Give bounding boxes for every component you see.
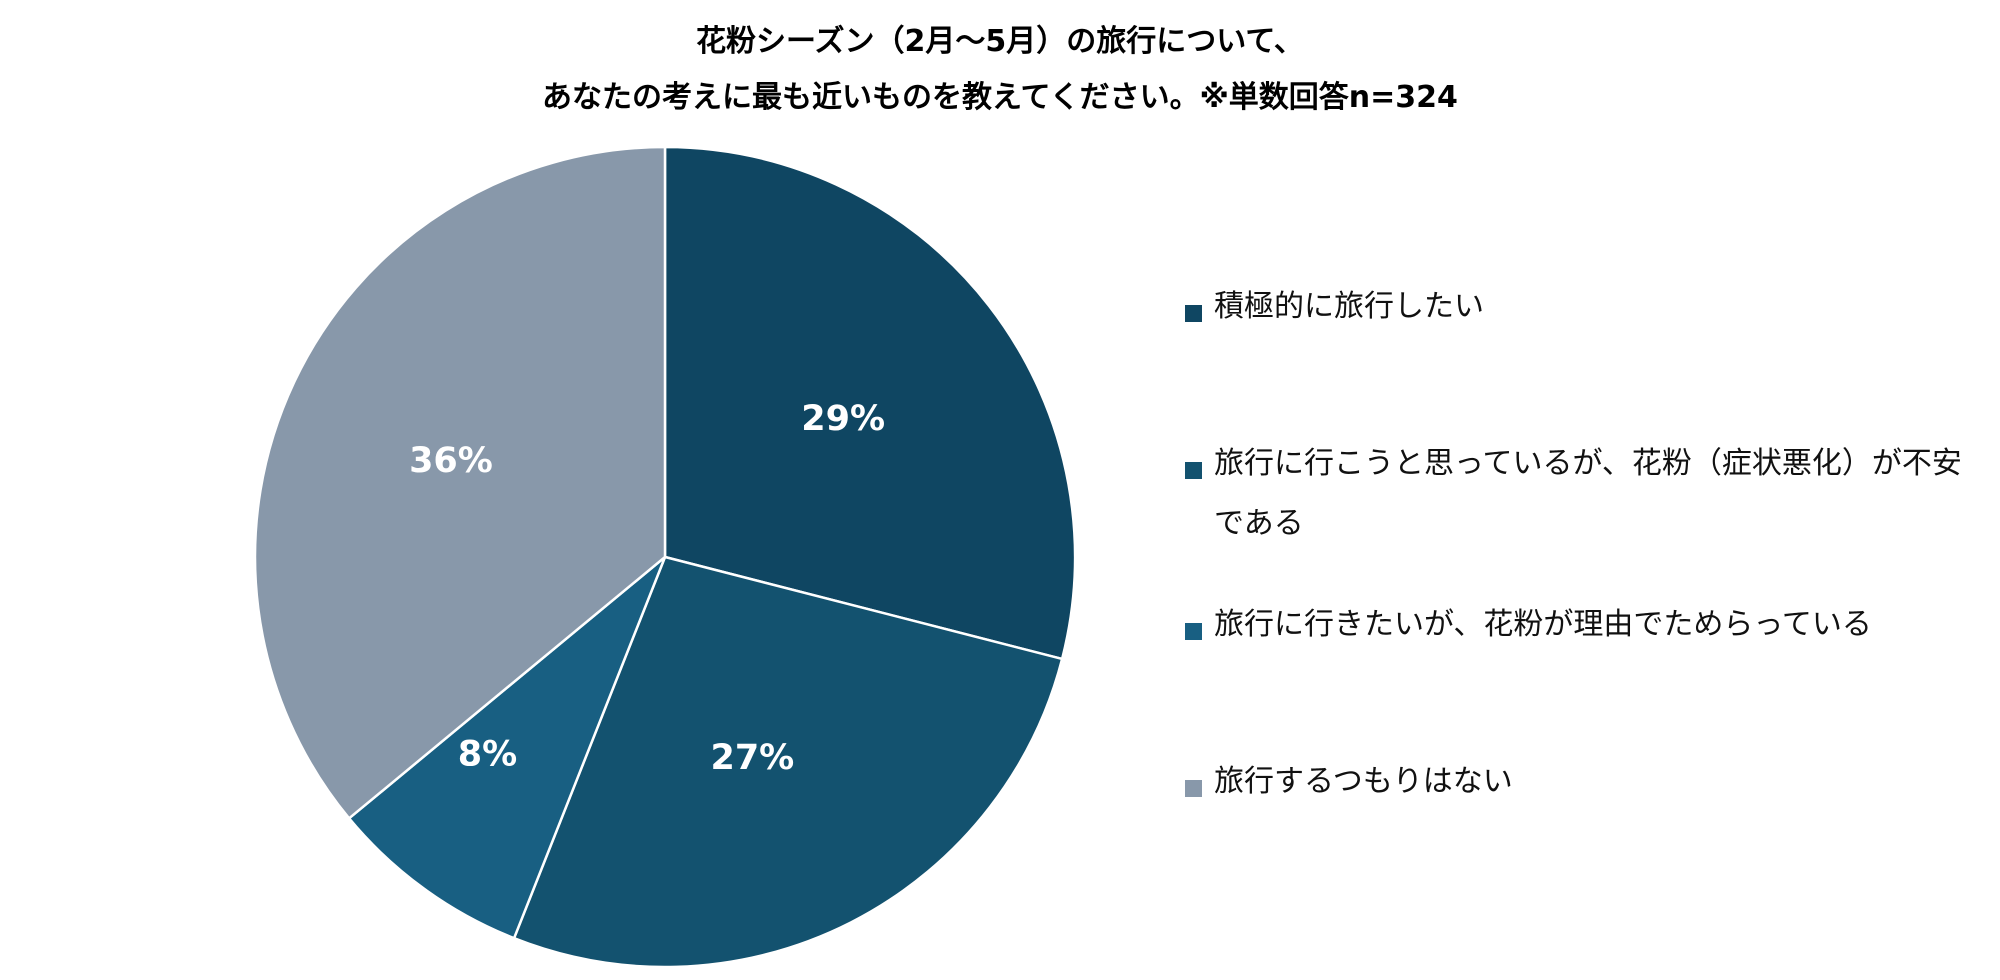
pie-slice-no-plan	[253, 145, 667, 820]
legend-label: 旅行に行きたいが、花粉が理由でためらっている	[1214, 607, 1872, 642]
legend-label: 積極的に旅行したい	[1214, 289, 1484, 324]
pie-slice-value-label: 36%	[409, 441, 493, 481]
legend-swatch	[1185, 623, 1202, 640]
pie-slice-active-travel	[663, 145, 1077, 661]
pie-slice-worried-pollen	[512, 555, 1064, 969]
legend-swatch	[1185, 780, 1202, 797]
pie-slice-value-label: 27%	[710, 738, 794, 778]
legend-item-active-travel: 積極的に旅行したい	[1185, 289, 1975, 337]
pie-slice-value-label: 29%	[801, 399, 885, 439]
legend-item-hesitating: 旅行に行きたいが、花粉が理由でためらっている	[1185, 607, 1975, 655]
legend-label: 旅行に行こうと思っているが、花粉（症状悪化）が不安である	[1214, 446, 1962, 541]
legend-item-no-plan: 旅行するつもりはない	[1185, 764, 1975, 812]
legend-swatch	[1185, 462, 1202, 479]
chart-title-line-1: 花粉シーズン（2月～5月）の旅行について、	[696, 24, 1304, 59]
chart-title-line-2: あなたの考えに最も近いものを教えてください。※単数回答n=324	[542, 80, 1458, 115]
legend-item-worried-pollen: 旅行に行こうと思っているが、花粉（症状悪化）が不安である	[1185, 446, 1975, 554]
pie-slice-value-label: 8%	[458, 734, 517, 774]
legend-label: 旅行するつもりはない	[1214, 764, 1513, 799]
pie-slice-hesitating	[347, 555, 667, 940]
legend-swatch	[1185, 305, 1202, 322]
